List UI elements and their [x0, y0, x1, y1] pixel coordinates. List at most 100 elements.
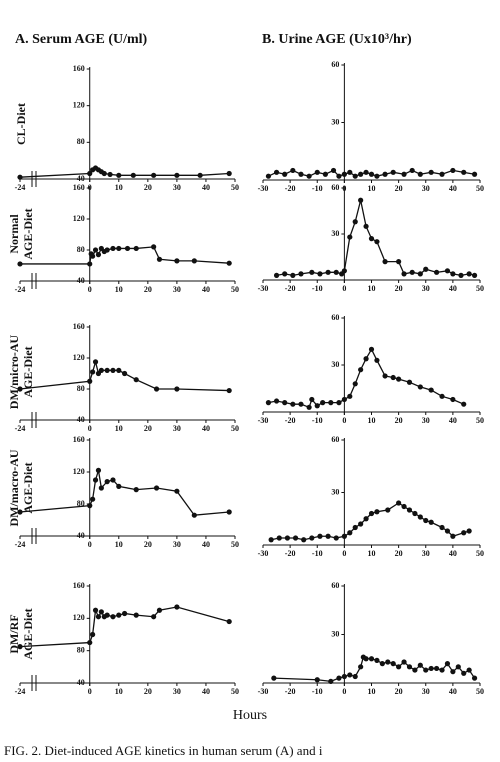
y-tick-label: 120 [73, 353, 85, 362]
x-tick-label: 10 [368, 416, 376, 425]
data-point [401, 171, 407, 177]
data-point [276, 535, 282, 541]
x-tick-label: 20 [395, 687, 403, 696]
data-point [396, 500, 402, 506]
data-point [374, 509, 380, 515]
x-tick-label: -24 [15, 183, 26, 192]
y-tick-label: 40 [77, 174, 85, 183]
x-tick-label: -10 [312, 184, 323, 193]
data-point [396, 376, 402, 382]
x-tick-label: -30 [258, 687, 269, 696]
data-point [133, 612, 139, 618]
data-point [412, 510, 418, 517]
x-tick-label: 10 [115, 183, 123, 192]
row-label: DM/micro-AU [7, 334, 21, 409]
data-point [121, 610, 128, 617]
x-tick-label: 40 [449, 284, 457, 293]
x-tick-label: 50 [476, 284, 484, 293]
data-point [341, 396, 347, 403]
x-tick-label: 0 [88, 540, 92, 549]
data-point [374, 239, 380, 245]
row-label: DM/macro-AU [7, 449, 21, 526]
y-tick-label: 80 [77, 245, 85, 254]
data-point [292, 535, 299, 541]
data-point [90, 253, 96, 259]
x-tick-label: 50 [231, 687, 239, 696]
data-point [461, 670, 467, 676]
data-point [328, 400, 334, 406]
x-tick-label: 10 [368, 284, 376, 293]
data-point [110, 477, 116, 483]
data-point [104, 247, 110, 253]
x-tick-label: 0 [88, 424, 92, 433]
x-tick-label: 50 [476, 549, 484, 558]
data-point [336, 675, 342, 681]
data-point [265, 400, 272, 406]
data-point [87, 503, 93, 509]
data-point [363, 516, 369, 522]
data-point [409, 269, 415, 275]
data-point [439, 171, 445, 177]
x-tick-label: 20 [395, 416, 403, 425]
data-point [406, 507, 413, 513]
data-point [90, 369, 96, 375]
x-tick-label: 30 [422, 416, 430, 425]
x-tick-label: 50 [476, 416, 484, 425]
data-point [282, 400, 288, 406]
x-tick-label: 40 [202, 424, 210, 433]
data-point [444, 268, 451, 274]
data-point [95, 614, 102, 620]
data-point [17, 174, 23, 180]
x-tick-label: 40 [449, 184, 457, 193]
data-point [379, 661, 385, 667]
y-tick-label: 80 [77, 384, 85, 393]
data-point [439, 393, 445, 399]
data-point [455, 664, 461, 670]
row-label: AGE-Diet [21, 208, 35, 259]
data-point [368, 656, 375, 662]
data-point [341, 533, 347, 539]
data-point [358, 171, 364, 177]
x-tick-label: -24 [15, 687, 26, 696]
data-point [156, 607, 163, 613]
y-tick-label: 60 [331, 313, 339, 322]
data-point [358, 521, 364, 527]
data-point [461, 169, 467, 175]
x-tick-label: 40 [202, 183, 210, 192]
data-point [374, 173, 380, 179]
data-point [368, 171, 375, 177]
data-point [98, 609, 104, 615]
x-tick-label: 30 [422, 687, 430, 696]
data-point [458, 272, 464, 278]
x-tick-label: 0 [342, 416, 346, 425]
x-tick-label: 0 [342, 549, 346, 558]
data-point [363, 356, 369, 362]
data-point [98, 367, 104, 373]
data-point [423, 517, 429, 524]
y-tick-label: 160 [73, 581, 85, 590]
x-tick-label: 40 [202, 285, 210, 294]
x-tick-label: 40 [449, 687, 457, 696]
data-point [401, 659, 407, 665]
x-tick-label: -20 [285, 284, 296, 293]
y-tick-label: 40 [77, 415, 85, 424]
data-point [284, 535, 291, 541]
x-tick-label: 0 [342, 687, 346, 696]
y-tick-label: 60 [331, 435, 339, 444]
x-tick-label: 20 [144, 424, 152, 433]
data-point [197, 172, 203, 178]
x-tick-label: 30 [422, 184, 430, 193]
x-tick-label: -10 [312, 416, 323, 425]
x-tick-label: 10 [368, 184, 376, 193]
x-tick-label: 20 [144, 285, 152, 294]
data-point [110, 245, 116, 252]
y-tick-label: 80 [77, 499, 85, 508]
data-point [104, 479, 110, 485]
data-point [104, 367, 110, 373]
x-tick-label: 50 [231, 424, 239, 433]
data-point [320, 400, 326, 406]
data-point [450, 396, 456, 403]
data-point [368, 236, 375, 242]
x-tick-label: -24 [15, 540, 26, 549]
